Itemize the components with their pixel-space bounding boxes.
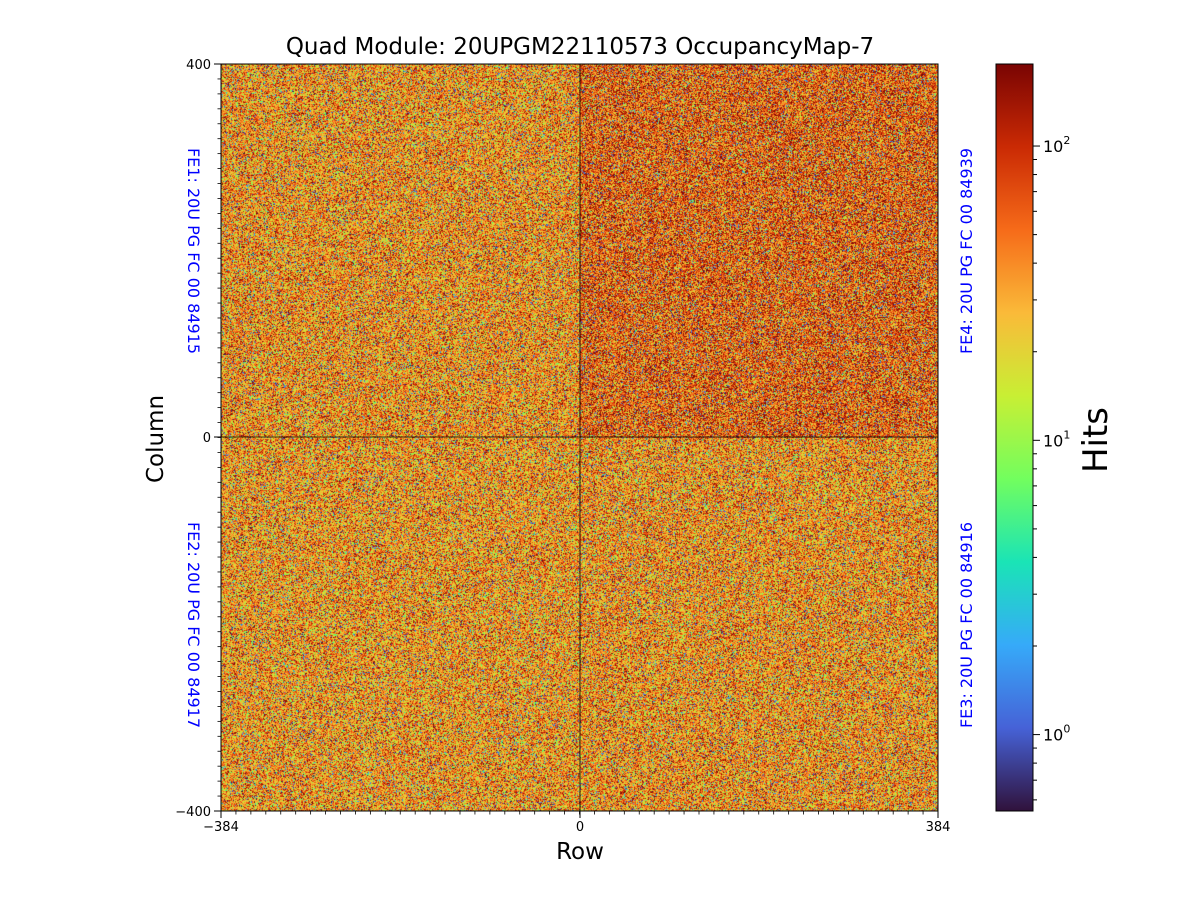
chart-title: Quad Module: 20UPGM22110573 OccupancyMap…	[286, 34, 874, 60]
x-tick-label: 384	[926, 820, 951, 835]
y-axis-label: Column	[143, 395, 169, 483]
y-tick-label: −400	[175, 805, 211, 820]
y-tick-label: 0	[203, 431, 211, 446]
x-axis-label: Row	[556, 839, 604, 865]
colorbar-label: Hits	[1076, 407, 1116, 473]
colorbar-tick-label: 102	[1043, 134, 1070, 156]
major-ticks	[214, 63, 939, 818]
heatmap-area	[221, 64, 938, 811]
colorbar-ticks: 100 101 102	[1033, 134, 1070, 801]
fe3-label: FE3: 20U PG FC 00 84916	[957, 522, 976, 728]
fe1-label: FE1: 20U PG FC 00 84915	[184, 148, 203, 354]
x-tick-label: 0	[576, 820, 584, 835]
fe4-label: FE4: 20U PG FC 00 84939	[957, 148, 976, 354]
colorbar	[995, 63, 1034, 812]
x-tick-label: −384	[203, 820, 239, 835]
colorbar-tick-label: 101	[1043, 428, 1070, 450]
y-tick-label: 400	[186, 58, 211, 73]
heatmap-canvas	[221, 64, 938, 811]
fe2-label: FE2: 20U PG FC 00 84917	[184, 522, 203, 728]
colorbar-tick-label: 100	[1043, 723, 1070, 745]
